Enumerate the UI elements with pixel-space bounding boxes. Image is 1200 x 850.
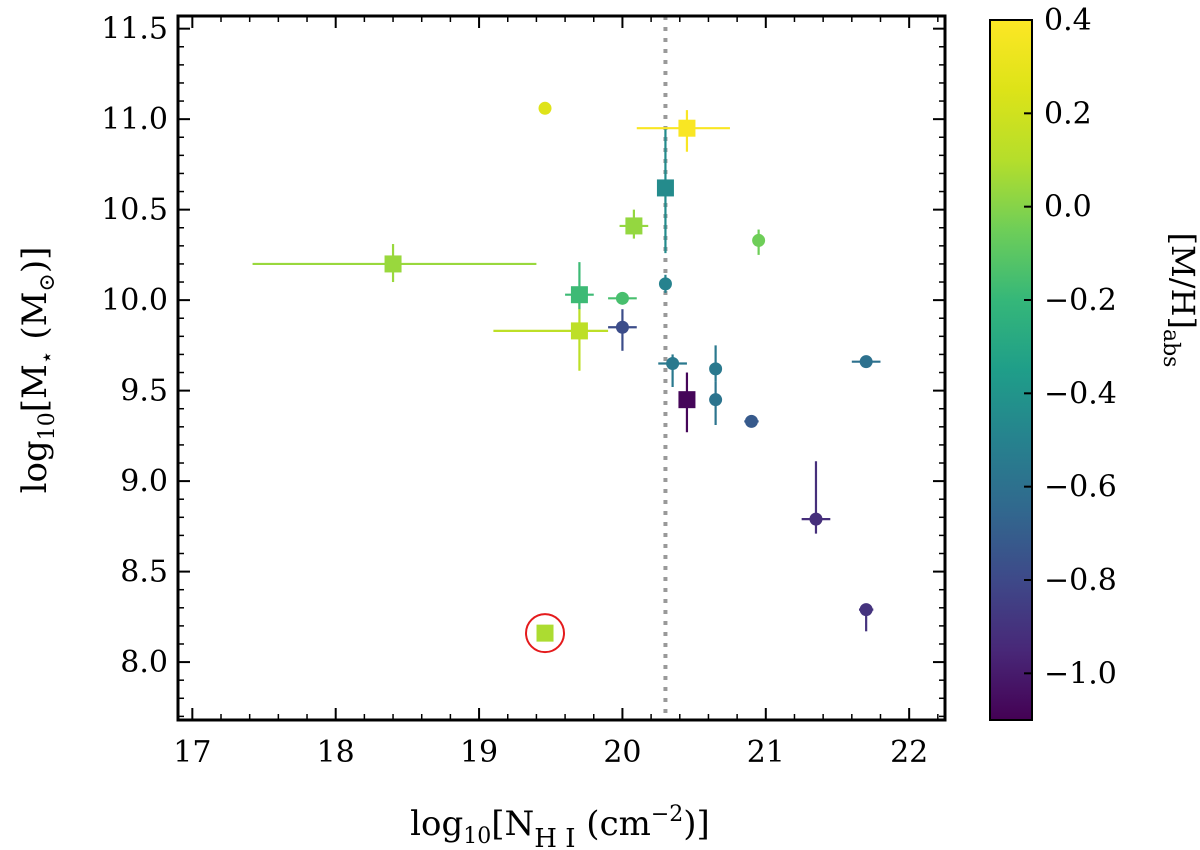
data-point-circle — [709, 345, 723, 382]
y-tick-label: 11.5 — [101, 12, 168, 47]
data-point-square — [636, 110, 730, 152]
y-tick-label: 9.5 — [120, 374, 168, 409]
data-marks — [252, 101, 881, 654]
square-marker — [536, 624, 554, 642]
colorbar-tick-label: −1.0 — [1044, 656, 1117, 691]
colorbar-tick-label: −0.2 — [1044, 283, 1117, 318]
y-tick-label: 10.5 — [101, 193, 168, 228]
colorbar-gradient — [989, 19, 1033, 721]
circle-marker — [809, 512, 823, 526]
colorbar-tick-label: 0.4 — [1044, 3, 1092, 38]
data-point-circle — [658, 274, 672, 293]
data-point-square — [565, 262, 594, 310]
data-point-circle — [658, 354, 687, 388]
square-marker — [570, 322, 588, 340]
circle-marker — [615, 320, 629, 334]
x-tick-label: 22 — [890, 735, 928, 770]
data-point-square — [678, 372, 696, 433]
colorbar — [989, 19, 1033, 721]
data-point-square — [619, 209, 649, 239]
axes: 17 18 19 20 21 22 8.0 8.5 9.0 9.5 10.0 10.5 11.0 11.5 — [101, 12, 947, 770]
data-point-square — [252, 244, 537, 283]
circle-marker — [859, 603, 873, 617]
circle-marker — [709, 362, 723, 376]
x-tick-label: 20 — [603, 735, 641, 770]
data-point-circle — [608, 309, 637, 351]
data-point-square — [493, 300, 609, 371]
data-point-square — [656, 128, 674, 254]
data-point-circle — [851, 355, 881, 369]
square-marker — [570, 286, 588, 304]
data-point-circle — [801, 461, 831, 534]
circle-marker — [859, 355, 873, 369]
data-point-circle — [752, 229, 766, 255]
highlight-circle — [525, 613, 566, 654]
data-point-circle — [744, 414, 759, 428]
colorbar-tick-label: −0.4 — [1044, 376, 1117, 411]
x-axis-label: log10[NH I (cm−2)] — [410, 802, 710, 850]
y-axis-label: log10[M⋆ (M⊙)] — [15, 247, 60, 494]
colorbar-tick-label: 0.0 — [1044, 190, 1092, 225]
square-marker — [678, 119, 696, 137]
colorbar-label: [M/H]abs — [1158, 233, 1200, 368]
plot-frame — [176, 14, 947, 722]
x-tick-label: 19 — [460, 735, 498, 770]
colorbar-ticks: 0.4 0.2 0.0 −0.2 −0.4 −0.6 −0.8 −1.0 — [1024, 3, 1117, 691]
y-tick-label: 10.0 — [101, 283, 168, 318]
y-tick-label: 9.0 — [120, 464, 168, 499]
colorbar-tick-label: −0.8 — [1044, 563, 1117, 598]
square-marker — [625, 217, 643, 235]
y-tick-label: 8.5 — [120, 555, 168, 590]
circle-marker — [658, 277, 672, 291]
data-point-circle — [608, 291, 637, 305]
y-tick-label: 8.0 — [120, 645, 168, 680]
data-point-circle — [858, 603, 874, 632]
circle-marker — [752, 233, 766, 247]
data-point-circle — [709, 381, 723, 426]
circle-marker — [744, 414, 758, 428]
circle-marker — [538, 101, 552, 115]
square-marker — [678, 391, 696, 409]
circle-marker — [709, 393, 723, 407]
circle-marker — [666, 356, 680, 370]
x-tick-label: 18 — [317, 735, 355, 770]
square-marker — [384, 255, 402, 273]
y-tick-label: 11.0 — [101, 102, 168, 137]
colorbar-tick-label: −0.6 — [1044, 470, 1117, 505]
square-marker — [656, 179, 674, 197]
x-tick-label: 17 — [173, 735, 211, 770]
x-tick-label: 21 — [747, 735, 785, 770]
data-point-circle — [538, 101, 552, 115]
circle-marker — [615, 291, 629, 305]
colorbar-tick-label: 0.2 — [1044, 96, 1092, 131]
data-point-square — [536, 624, 554, 642]
